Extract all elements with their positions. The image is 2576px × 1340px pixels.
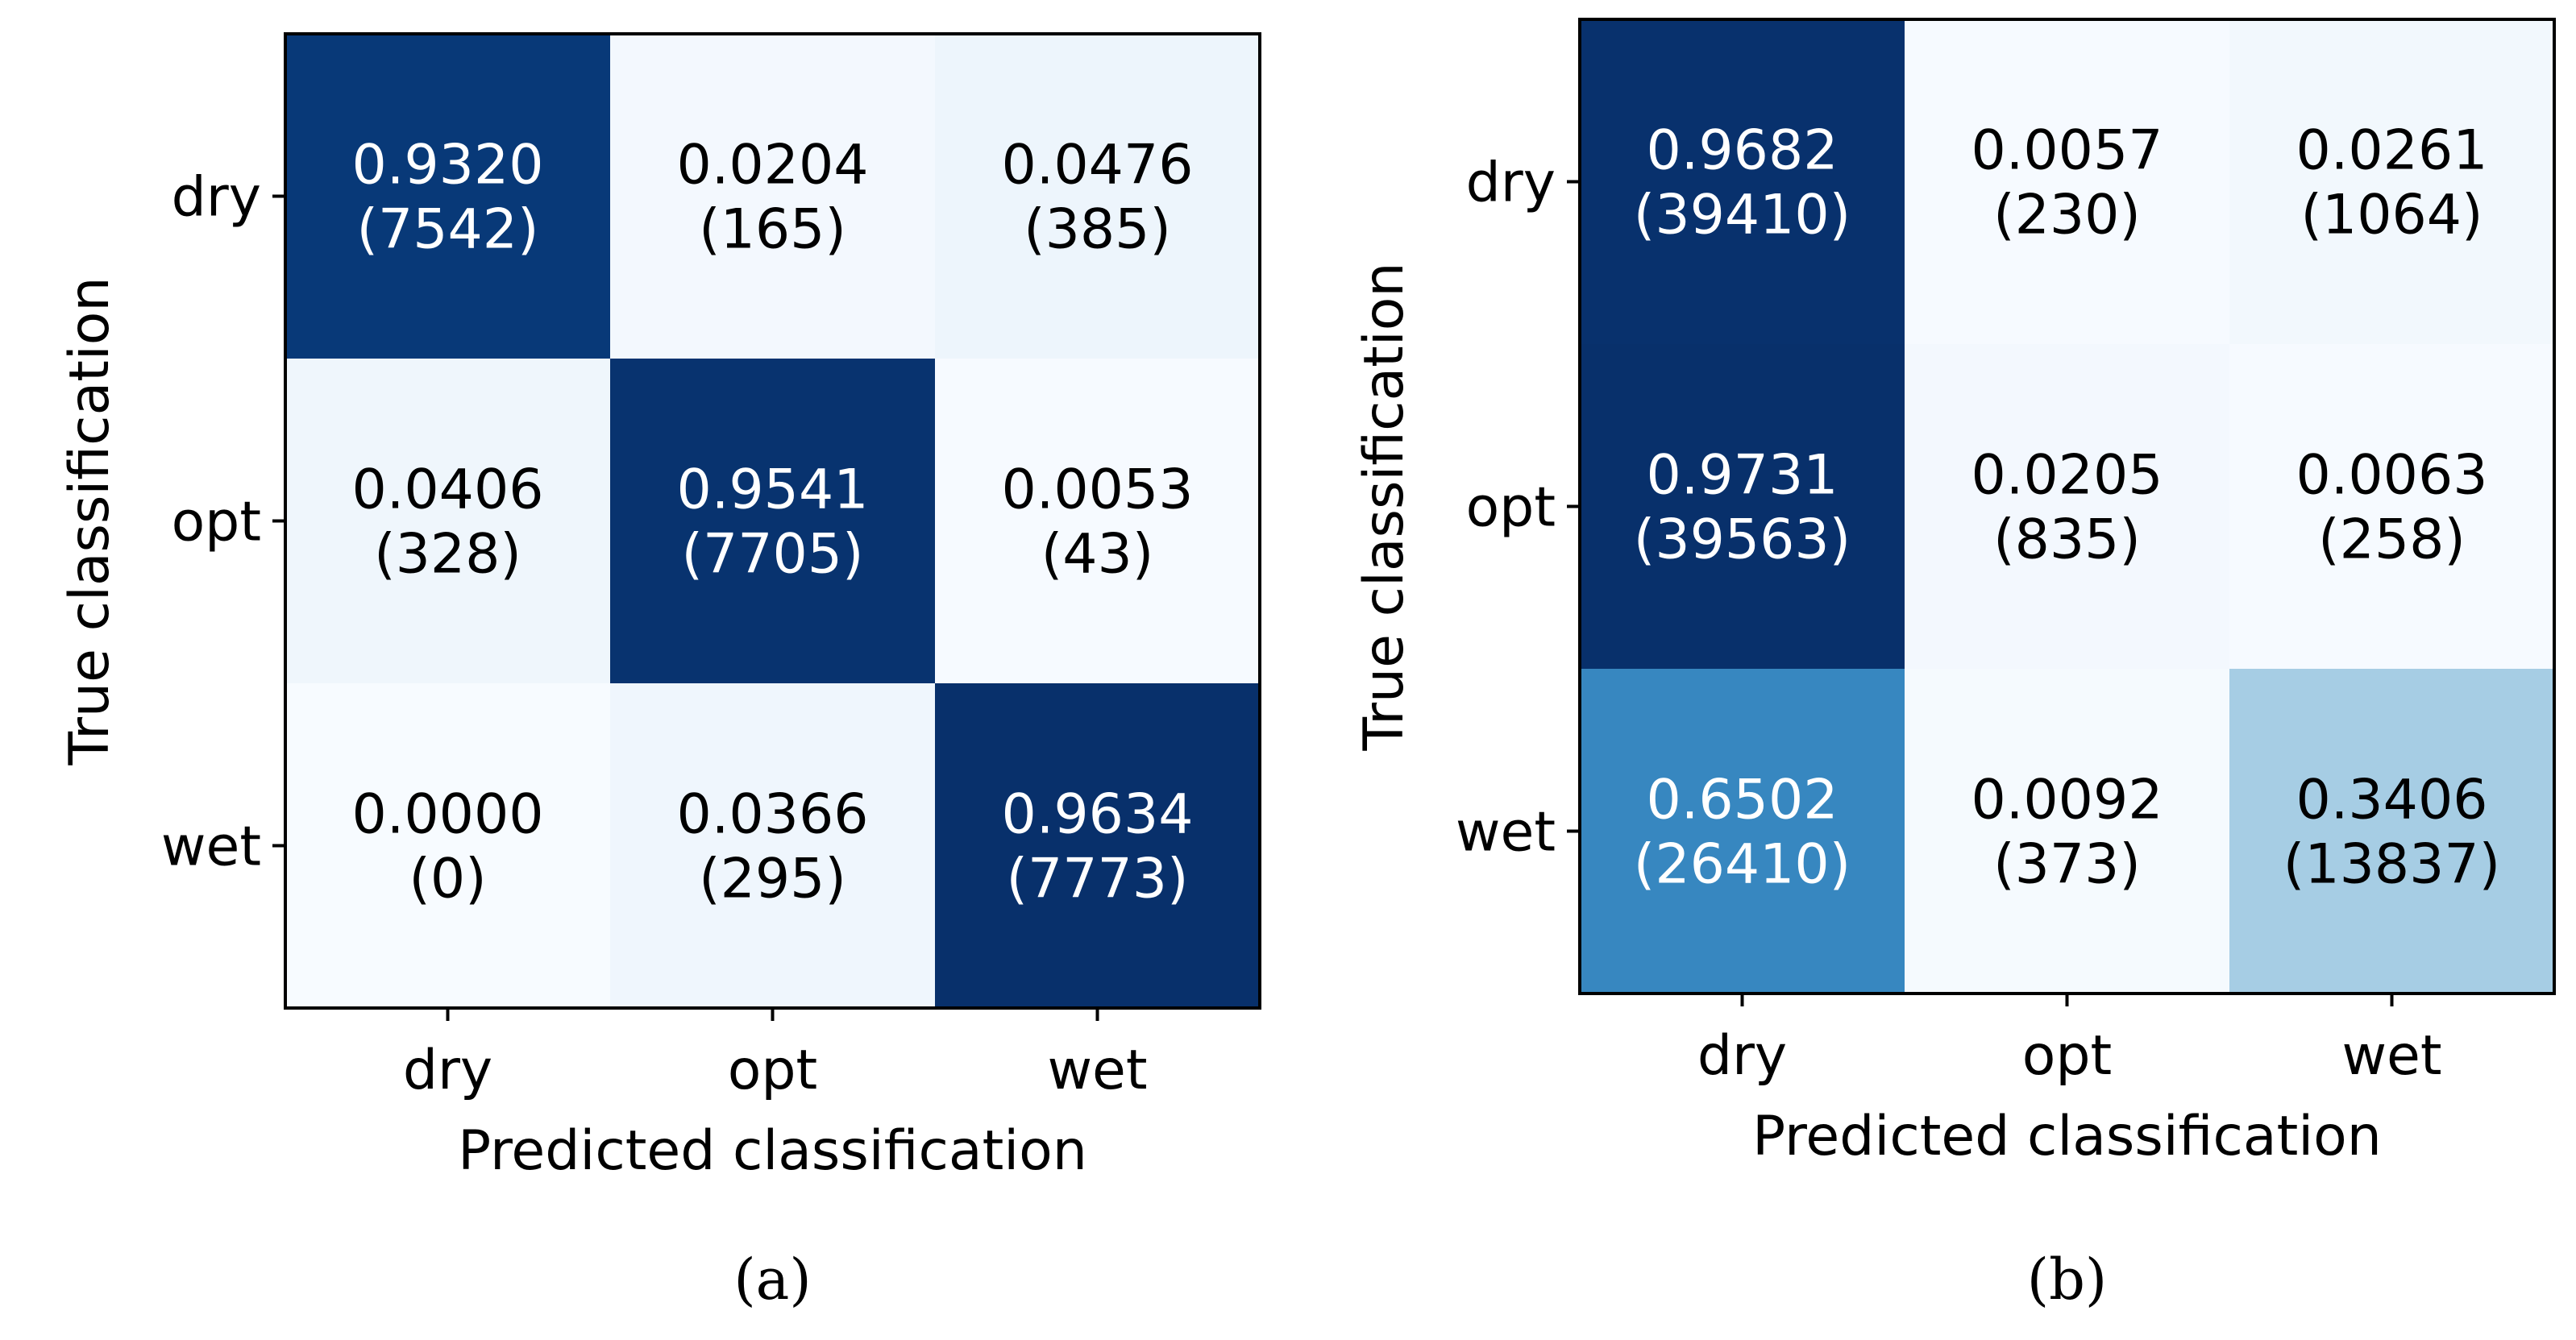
x-tick-label-opt: opt bbox=[728, 1039, 817, 1102]
cell-value-r2-c0: 0.6502 bbox=[1647, 769, 1839, 832]
cell-count-r2-c0: (0) bbox=[409, 848, 486, 911]
cell-value-r2-c0: 0.0000 bbox=[352, 783, 544, 847]
cell-count-r0-c0: (39410) bbox=[1634, 184, 1851, 247]
cell-value-r0-c2: 0.0261 bbox=[2296, 119, 2488, 183]
x-tick-label-dry: dry bbox=[1697, 1024, 1787, 1088]
cell-value-r0-c0: 0.9682 bbox=[1647, 119, 1839, 183]
cell-count-r0-c2: (1064) bbox=[2300, 184, 2483, 247]
x-tick-label-dry: dry bbox=[403, 1039, 492, 1102]
y-tick-label-opt: opt bbox=[172, 491, 261, 554]
y-tick-label-dry: dry bbox=[1466, 151, 1556, 215]
heatmap-cell-r1-c1 bbox=[1905, 344, 2229, 669]
x-tick-label-opt: opt bbox=[2022, 1024, 2112, 1088]
cell-count-r1-c1: (835) bbox=[1993, 508, 2141, 572]
cell-count-r0-c2: (385) bbox=[1024, 198, 1171, 262]
heatmap-cell-r0-c1 bbox=[610, 34, 935, 359]
heatmap-cell-r2-c0 bbox=[285, 683, 610, 1008]
y-tick-label-dry: dry bbox=[172, 166, 261, 230]
x-axis-title: Predicted classification bbox=[458, 1119, 1087, 1183]
cell-value-r1-c0: 0.0406 bbox=[352, 458, 544, 522]
cell-value-r1-c2: 0.0053 bbox=[1002, 458, 1194, 522]
panel-label: (a) bbox=[733, 1247, 811, 1313]
cell-value-r1-c0: 0.9731 bbox=[1647, 444, 1839, 508]
heatmap-cell-r2-c2 bbox=[2229, 669, 2554, 994]
cell-value-r1-c2: 0.0063 bbox=[2296, 444, 2488, 508]
heatmap-cell-r2-c0 bbox=[1580, 669, 1905, 994]
cell-value-r0-c1: 0.0057 bbox=[1971, 119, 2163, 183]
heatmap-cell-r0-c1 bbox=[1905, 19, 2229, 344]
y-tick-label-opt: opt bbox=[1466, 476, 1556, 540]
cell-count-r0-c1: (165) bbox=[699, 198, 846, 262]
cell-count-r1-c2: (258) bbox=[2318, 508, 2466, 572]
heatmap-cell-r1-c0 bbox=[285, 359, 610, 683]
cell-value-r2-c2: 0.9634 bbox=[1002, 783, 1194, 847]
heatmap-cell-r1-c1 bbox=[610, 359, 935, 683]
cell-count-r1-c2: (43) bbox=[1041, 523, 1154, 587]
cell-value-r0-c1: 0.0204 bbox=[677, 134, 869, 197]
cell-count-r2-c2: (7773) bbox=[1006, 848, 1188, 911]
cell-count-r1-c1: (7705) bbox=[681, 523, 863, 587]
cell-count-r2-c1: (373) bbox=[1993, 833, 2141, 897]
heatmap-cell-r0-c2 bbox=[2229, 19, 2554, 344]
heatmap-cell-r1-c2 bbox=[935, 359, 1260, 683]
cell-count-r2-c2: (13837) bbox=[2283, 833, 2500, 897]
cell-count-r0-c1: (230) bbox=[1993, 184, 2141, 247]
cell-value-r1-c1: 0.0205 bbox=[1971, 444, 2163, 508]
heatmap-cell-r2-c1 bbox=[1905, 669, 2229, 994]
cell-value-r0-c0: 0.9320 bbox=[352, 134, 544, 197]
cell-value-r2-c1: 0.0092 bbox=[1971, 769, 2163, 832]
cell-value-r0-c2: 0.0476 bbox=[1002, 134, 1194, 197]
confusion-matrix-a: 0.9320(7542) 0.0204(165) 0.0476(385) 0.0406… bbox=[58, 32, 1261, 1313]
heatmap-cell-r0-c0 bbox=[1580, 19, 1905, 344]
heatmap-cell-r1-c0 bbox=[1580, 344, 1905, 669]
panel-label: (b) bbox=[2027, 1247, 2107, 1313]
cell-value-r2-c1: 0.0366 bbox=[677, 783, 869, 847]
x-tick-label-wet: wet bbox=[2341, 1024, 2441, 1088]
y-axis-title: True classification bbox=[58, 277, 122, 766]
heatmap-cell-r0-c0 bbox=[285, 34, 610, 359]
x-tick-label-wet: wet bbox=[1047, 1039, 1147, 1102]
confusion-matrix-b: 0.9682(39410) 0.0057(230) 0.0261(1064) 0.97… bbox=[1352, 18, 2556, 1313]
heatmap-cell-r2-c1 bbox=[610, 683, 935, 1008]
cell-value-r2-c2: 0.3406 bbox=[2296, 769, 2488, 832]
cell-count-r0-c0: (7542) bbox=[356, 198, 538, 262]
y-tick-label-wet: wet bbox=[1456, 801, 1556, 865]
y-axis-title: True classification bbox=[1352, 263, 1416, 752]
cell-count-r1-c0: (39563) bbox=[1634, 508, 1851, 572]
cell-count-r2-c1: (295) bbox=[699, 848, 846, 911]
cell-count-r2-c0: (26410) bbox=[1634, 833, 1851, 897]
x-axis-title: Predicted classification bbox=[1752, 1105, 2382, 1168]
cell-count-r1-c0: (328) bbox=[374, 523, 521, 587]
heatmap-cell-r2-c2 bbox=[935, 683, 1260, 1008]
cell-value-r1-c1: 0.9541 bbox=[677, 458, 869, 522]
y-tick-label-wet: wet bbox=[161, 815, 261, 879]
heatmap-cell-r0-c2 bbox=[935, 34, 1260, 359]
heatmap-cell-r1-c2 bbox=[2229, 344, 2554, 669]
